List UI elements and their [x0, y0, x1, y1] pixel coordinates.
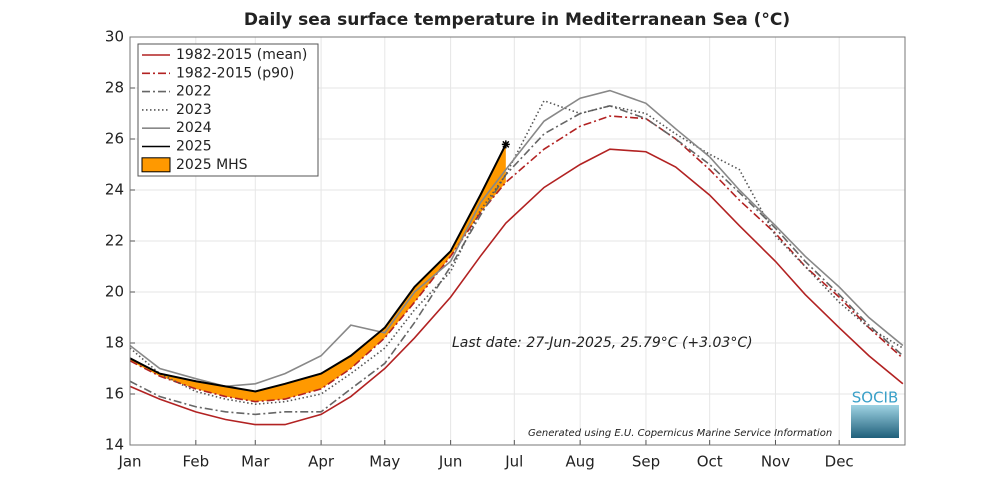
series-line [129, 99, 904, 406]
y-tick-label: 24 [105, 181, 124, 199]
annotation: Generated using E.U. Copernicus Marine S… [528, 428, 832, 439]
plot-frame [129, 36, 906, 446]
series-line [129, 105, 904, 416]
x-tick-label: Jan [117, 453, 141, 471]
x-tick-label: Nov [761, 453, 790, 471]
y-tick-label: 28 [105, 79, 124, 97]
legend-label: 1982-2015 (p90) [176, 65, 294, 81]
y-tick-label: 30 [105, 28, 124, 46]
legend-label: 1982-2015 (mean) [176, 47, 307, 63]
series-line [129, 89, 904, 388]
x-tick-label: Jul [504, 453, 523, 471]
y-tick-label: 14 [105, 436, 124, 454]
x-tick-label: Dec [825, 453, 854, 471]
y-tick-label: 22 [105, 232, 124, 250]
annotation: Last date: 27-Jun-2025, 25.79°C (+3.03°C… [452, 335, 753, 351]
logo: SOCIB [851, 389, 899, 438]
x-tick-label: Feb [183, 453, 210, 471]
series-line [129, 143, 507, 393]
x-tick-label: Jun [438, 453, 462, 471]
x-tick-label: Aug [565, 453, 594, 471]
legend-label: 2023 [176, 102, 212, 118]
legend-box [137, 43, 319, 177]
x-tick-label: Oct [697, 453, 723, 471]
y-tick-label: 18 [105, 334, 124, 352]
legend-label: 2024 [176, 120, 212, 136]
y-tick-label: 26 [105, 130, 124, 148]
legend-label: 2022 [176, 84, 212, 100]
legend-swatch [141, 157, 171, 173]
chart-title: Daily sea surface temperature in Mediter… [244, 10, 790, 30]
series-line [129, 148, 904, 426]
series-line [129, 115, 904, 403]
x-tick-label: Apr [308, 453, 335, 471]
y-tick-label: 20 [105, 283, 124, 301]
logo-box [851, 405, 899, 438]
legend-label: 2025 MHS [176, 157, 248, 173]
x-tick-label: Sep [632, 453, 660, 471]
y-tick-label: 16 [105, 385, 124, 403]
x-tick-label: May [369, 453, 400, 471]
legend-label: 2025 [176, 139, 212, 155]
end-marker [501, 140, 510, 149]
logo-text: SOCIB [852, 389, 899, 407]
x-tick-label: Mar [241, 453, 270, 471]
